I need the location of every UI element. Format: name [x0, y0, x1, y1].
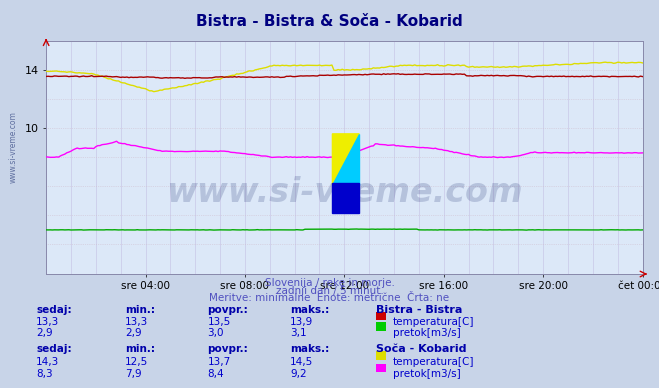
Text: pretok[m3/s]: pretok[m3/s] [393, 369, 461, 379]
Text: min.:: min.: [125, 305, 156, 315]
Text: sedaj:: sedaj: [36, 305, 72, 315]
Bar [332, 183, 359, 213]
Text: 3,0: 3,0 [208, 328, 224, 338]
Text: Bistra - Bistra: Bistra - Bistra [376, 305, 462, 315]
Text: maks.:: maks.: [290, 305, 330, 315]
Text: Bistra - Bistra & Soča - Kobarid: Bistra - Bistra & Soča - Kobarid [196, 14, 463, 29]
Text: 13,3: 13,3 [36, 317, 59, 327]
Text: 13,5: 13,5 [208, 317, 231, 327]
Text: maks.:: maks.: [290, 344, 330, 354]
Text: www.si-vreme.com: www.si-vreme.com [166, 175, 523, 209]
Text: 8,4: 8,4 [208, 369, 224, 379]
Text: min.:: min.: [125, 344, 156, 354]
Text: 13,3: 13,3 [125, 317, 148, 327]
Text: pretok[m3/s]: pretok[m3/s] [393, 328, 461, 338]
Text: Slovenija / reke in morje.: Slovenija / reke in morje. [264, 278, 395, 288]
Text: 14,3: 14,3 [36, 357, 59, 367]
Text: povpr.:: povpr.: [208, 305, 248, 315]
Text: 3,1: 3,1 [290, 328, 306, 338]
Text: temperatura[C]: temperatura[C] [393, 317, 474, 327]
Text: zadnji dan / 5 minut.: zadnji dan / 5 minut. [275, 286, 384, 296]
Text: 9,2: 9,2 [290, 369, 306, 379]
Polygon shape [332, 134, 359, 185]
Text: 14,5: 14,5 [290, 357, 313, 367]
Text: povpr.:: povpr.: [208, 344, 248, 354]
Text: 13,7: 13,7 [208, 357, 231, 367]
Text: www.si-vreme.com: www.si-vreme.com [9, 111, 18, 184]
Text: 7,9: 7,9 [125, 369, 142, 379]
Text: 2,9: 2,9 [125, 328, 142, 338]
Text: 2,9: 2,9 [36, 328, 53, 338]
Text: Meritve: minimalne  Enote: metrične  Črta: ne: Meritve: minimalne Enote: metrične Črta:… [210, 293, 449, 303]
Polygon shape [332, 134, 359, 185]
Text: Soča - Kobarid: Soča - Kobarid [376, 344, 466, 354]
Text: 12,5: 12,5 [125, 357, 148, 367]
Text: temperatura[C]: temperatura[C] [393, 357, 474, 367]
Text: 8,3: 8,3 [36, 369, 53, 379]
Text: 13,9: 13,9 [290, 317, 313, 327]
Text: sedaj:: sedaj: [36, 344, 72, 354]
